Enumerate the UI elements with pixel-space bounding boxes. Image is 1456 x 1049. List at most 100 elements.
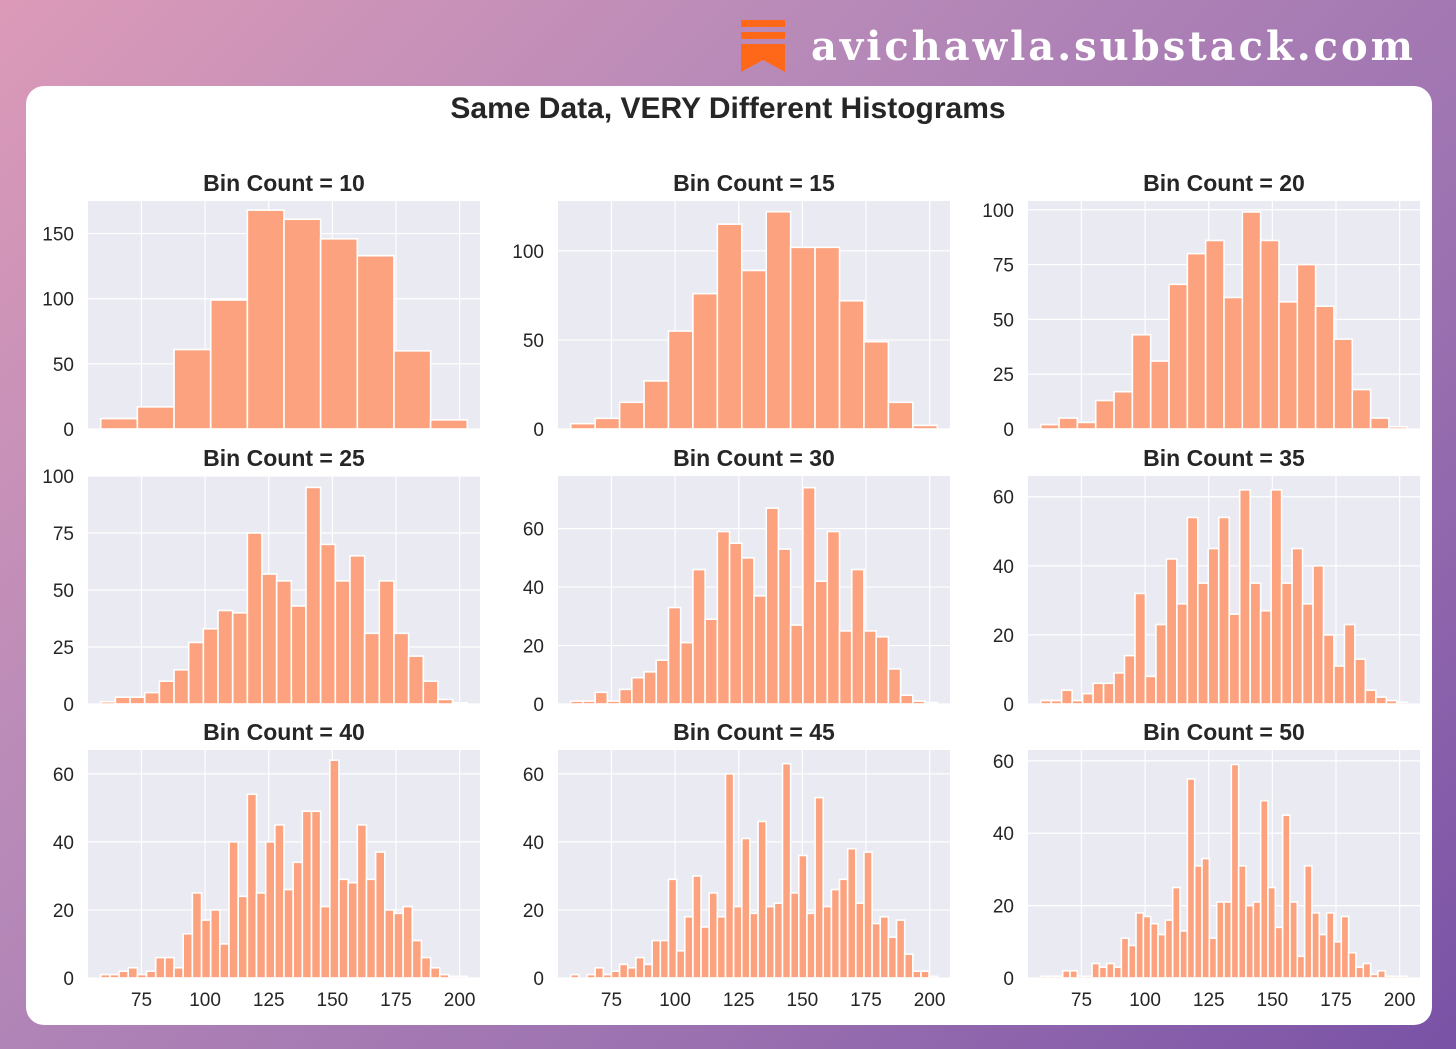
histogram-bar	[202, 627, 219, 705]
histogram-bar	[127, 966, 139, 979]
histogram-bar	[145, 970, 157, 979]
histogram-bar	[1296, 263, 1317, 430]
histogram-bar	[838, 299, 865, 430]
histogram-bar	[1396, 701, 1409, 705]
histogram-bar	[1193, 865, 1203, 979]
histogram-bar	[655, 659, 670, 705]
histogram-bar	[1149, 922, 1159, 979]
subplot-title: Bin Count = 30	[673, 445, 835, 471]
histogram-bar	[618, 401, 645, 430]
y-tick-label: 40	[53, 833, 74, 854]
histogram-bar	[1076, 975, 1086, 979]
histogram-bar	[1149, 360, 1170, 430]
x-tick-label: 75	[601, 990, 622, 1011]
histogram-bar	[1322, 634, 1335, 705]
histogram-bar	[1318, 933, 1328, 979]
histogram-bar	[753, 595, 768, 705]
histogram-bar	[1377, 969, 1387, 979]
histogram-bar	[1186, 516, 1199, 705]
histogram-bar	[594, 966, 605, 979]
histogram-panel: 0 50 100 150 Bin Count = 10	[42, 170, 480, 441]
histogram-bar	[920, 970, 930, 979]
histogram-bar	[606, 700, 621, 705]
histogram-bar	[875, 635, 890, 705]
histogram-bar	[1047, 975, 1057, 979]
y-tick-label: 25	[53, 638, 74, 659]
histogram-bar	[1113, 966, 1123, 979]
histogram-bar	[420, 956, 432, 979]
histogram-bar	[1223, 296, 1244, 430]
histogram-bar	[1176, 603, 1189, 705]
histogram-bar	[1333, 941, 1343, 979]
histogram-bar	[301, 810, 313, 979]
histogram-bar	[826, 530, 841, 705]
histogram-bar	[797, 854, 808, 979]
histogram-bar	[1217, 516, 1231, 705]
subplot-title: Bin Count = 15	[673, 170, 835, 196]
x-tick-label: 100	[189, 990, 221, 1011]
histogram-bar	[1058, 417, 1079, 430]
histogram-bar	[1204, 239, 1225, 430]
histogram-bar	[618, 963, 629, 979]
histogram-bar	[118, 970, 130, 979]
histogram-panel: 0 20 40 60 Bin Count = 30	[523, 445, 950, 716]
histogram-bar	[855, 902, 865, 979]
histogram-bar	[1091, 962, 1101, 979]
histogram-panel: 0 25 50 75 100 Bin Count = 25	[42, 445, 480, 716]
histogram-bar	[728, 542, 743, 705]
histogram-bar	[740, 837, 751, 979]
histogram-bar	[99, 973, 111, 979]
histogram-bar	[773, 902, 784, 979]
histogram-bar	[1076, 421, 1097, 430]
y-tick-label: 60	[53, 765, 74, 786]
histogram-bar	[838, 630, 853, 705]
histogram-bar	[365, 878, 377, 979]
histogram-bar	[264, 841, 276, 979]
histogram-bar	[1094, 399, 1115, 430]
histogram-bar	[1333, 338, 1354, 430]
y-tick-label: 0	[63, 420, 74, 441]
histogram-bar	[643, 963, 653, 979]
histogram-bar	[1301, 603, 1314, 705]
histogram-bar	[393, 350, 432, 430]
histogram-bar	[1399, 975, 1409, 979]
histogram-bar	[1238, 489, 1251, 705]
x-tick-label: 125	[1193, 990, 1225, 1011]
histogram-bar	[1385, 699, 1398, 705]
y-tick-label: 50	[53, 581, 74, 602]
histogram-bar	[1113, 672, 1126, 705]
y-tick-label: 0	[533, 420, 544, 441]
histogram-bar	[1267, 886, 1277, 979]
histogram-bar	[887, 401, 914, 430]
y-tick-label: 60	[523, 765, 544, 786]
histogram-bar	[457, 975, 469, 979]
histogram-bar	[1144, 675, 1157, 705]
histogram-bar	[679, 641, 694, 705]
histogram-bar	[363, 632, 381, 705]
histogram-bar	[765, 507, 780, 705]
histogram-bar	[1155, 623, 1168, 705]
histogram-bar	[114, 696, 131, 705]
x-tick-label: 200	[914, 990, 946, 1011]
histogram-bar	[237, 895, 249, 979]
histogram-bar	[1054, 975, 1064, 979]
histogram-bar	[789, 246, 816, 430]
histogram-bar	[1071, 699, 1084, 705]
subplot-title: Bin Count = 20	[1143, 170, 1305, 196]
histogram-bar	[1230, 763, 1240, 979]
y-tick-label: 100	[512, 242, 544, 263]
histogram-bar	[692, 568, 706, 705]
histogram-bar	[209, 909, 221, 979]
histogram-bar	[438, 973, 450, 979]
y-tick-label: 75	[993, 256, 1014, 277]
histogram-panel: 0 20 40 60 Bin Count = 35	[993, 445, 1420, 716]
histogram-bar	[1228, 613, 1241, 705]
histogram-bar	[765, 210, 792, 430]
histogram-bar	[429, 419, 469, 430]
histogram-bar	[1289, 901, 1299, 979]
subplot-title: Bin Count = 25	[203, 445, 365, 471]
histogram-bar	[1131, 333, 1152, 430]
histogram-bar	[283, 888, 294, 979]
histogram-bar	[319, 237, 359, 430]
histogram-bar	[1391, 975, 1401, 979]
